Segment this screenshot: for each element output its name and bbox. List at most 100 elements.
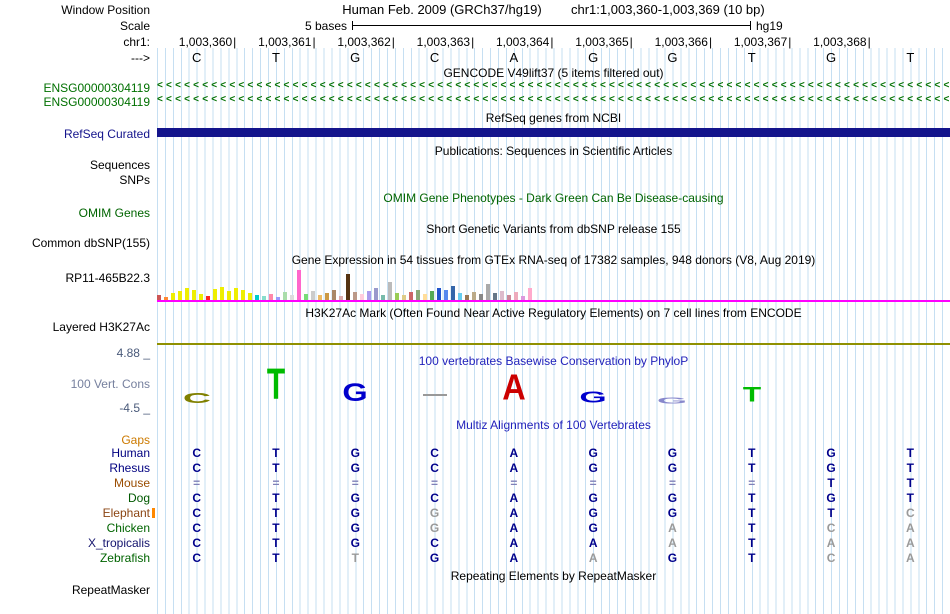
gtex-bar[interactable] — [409, 292, 413, 300]
refseq-gene-bar[interactable] — [157, 128, 950, 137]
gtex-bar[interactable] — [521, 296, 525, 300]
alignment-base: A — [509, 446, 519, 460]
position-label: 1,003,364| — [495, 35, 554, 49]
gtex-bar[interactable] — [311, 291, 315, 300]
position-label: 1,003,361| — [258, 35, 316, 49]
gtex-bar[interactable] — [465, 295, 469, 300]
gtex-bar[interactable] — [227, 291, 231, 300]
gtex-bar[interactable] — [367, 291, 371, 300]
species-label[interactable]: Rhesus — [109, 461, 150, 475]
gtex-expression-barchart[interactable] — [157, 266, 537, 300]
species-label[interactable]: Zebrafish — [99, 551, 150, 565]
gtex-bar[interactable] — [234, 288, 238, 300]
gtex-bar[interactable] — [290, 295, 294, 300]
multiz-row-mouse[interactable]: Mouse = = = = = = = = T T — [0, 476, 950, 491]
gtex-bar[interactable] — [213, 289, 217, 300]
gene-direction-arrows[interactable]: <<<<<<<<<<<<<<<<<<<<<<<<<<<<<<<<<<<<<<<<… — [157, 80, 950, 91]
gtex-bar[interactable] — [255, 295, 259, 300]
gtex-bar[interactable] — [220, 287, 224, 300]
gtex-bar[interactable] — [451, 286, 455, 300]
chrom-label: chr1: — [123, 35, 150, 49]
gtex-bar[interactable] — [486, 284, 490, 300]
h3k27ac-label[interactable]: Layered H3K27Ac — [52, 320, 150, 334]
gaps-label[interactable]: Gaps — [121, 433, 150, 447]
gene-label-ensg-1[interactable]: ENSG00000304119 — [43, 81, 150, 95]
h3k27ac-signal-line[interactable] — [157, 343, 950, 345]
gtex-bar[interactable] — [353, 292, 357, 300]
gtex-bar[interactable] — [472, 292, 476, 300]
dbsnp-label[interactable]: Common dbSNP(155) — [31, 236, 150, 250]
gtex-bar[interactable] — [171, 293, 175, 300]
multiz-row-x_tropicalis[interactable]: X_tropicalis C T G C A A A T A A — [0, 536, 950, 551]
gtex-bar[interactable] — [346, 274, 350, 300]
gtex-bar[interactable] — [437, 288, 441, 300]
gtex-bar[interactable] — [297, 270, 301, 300]
gtex-bar[interactable] — [423, 294, 427, 300]
gtex-bar[interactable] — [157, 295, 161, 300]
gtex-bar[interactable] — [381, 295, 385, 300]
gtex-bar[interactable] — [374, 288, 378, 300]
gtex-bar[interactable] — [514, 292, 518, 300]
multiz-row-rhesus[interactable]: Rhesus C T G C A G G T G T — [0, 461, 950, 476]
gtex-bar[interactable] — [458, 293, 462, 300]
gtex-bar[interactable] — [500, 291, 504, 300]
position-label: 1,003,362| — [337, 35, 395, 49]
gtex-bar[interactable] — [269, 294, 273, 300]
sequences-label[interactable]: Sequences — [89, 158, 150, 172]
gtex-bar[interactable] — [332, 290, 336, 300]
gtex-bar[interactable] — [248, 293, 252, 300]
gtex-bar[interactable] — [318, 295, 322, 300]
multiz-row-human[interactable]: Human C T G C A G G T G T — [0, 446, 950, 461]
gtex-bar[interactable] — [388, 282, 392, 300]
gtex-bar[interactable] — [507, 295, 511, 300]
omim-genes-label[interactable]: OMIM Genes — [78, 206, 150, 220]
gtex-bar[interactable] — [276, 297, 280, 300]
gtex-bar[interactable] — [360, 294, 364, 300]
gtex-bar[interactable] — [164, 297, 168, 300]
gtex-bar[interactable] — [185, 288, 189, 300]
gtex-bar[interactable] — [178, 291, 182, 300]
gtex-bar[interactable] — [395, 293, 399, 300]
alignment-base: G — [350, 536, 360, 550]
gene-label-ensg-2[interactable]: ENSG00000304119 — [43, 95, 150, 109]
conservation-track-label[interactable]: 100 Vert. Cons — [70, 377, 150, 391]
gtex-bar[interactable] — [339, 296, 343, 300]
multiz-row-zebrafish[interactable]: Zebrafish C T T G A A G T C A — [0, 551, 950, 566]
gtex-bar[interactable] — [241, 290, 245, 300]
multiz-alignment-grid[interactable]: Human C T G C A G G T G T Rhesus C T G C A G G T G T Mouse = = = =… — [0, 446, 950, 567]
gtex-bar[interactable] — [192, 290, 196, 300]
alignment-base: = — [668, 476, 676, 490]
gtex-bar[interactable] — [304, 294, 308, 300]
multiz-row-chicken[interactable]: Chicken C T G G A G A T C A — [0, 521, 950, 536]
multiz-row-dog[interactable]: Dog C T G C A G G T G T — [0, 491, 950, 506]
gtex-bar[interactable] — [416, 290, 420, 300]
gtex-bar[interactable] — [430, 291, 434, 300]
gene-direction-arrows[interactable]: <<<<<<<<<<<<<<<<<<<<<<<<<<<<<<<<<<<<<<<<… — [157, 94, 950, 105]
gtex-bar[interactable] — [283, 292, 287, 300]
repeatmasker-label[interactable]: RepeatMasker — [71, 583, 150, 597]
gtex-bar[interactable] — [262, 296, 266, 300]
gtex-bar[interactable] — [325, 293, 329, 300]
gtex-bar[interactable] — [528, 288, 532, 300]
species-label[interactable]: Mouse — [113, 476, 150, 490]
base-letter: T — [747, 50, 756, 65]
position-ruler[interactable]: 1,003,360| 1,003,361| 1,003,362| 1,003,363|… — [0, 35, 950, 49]
strand-arrow-label[interactable]: ---> — [131, 51, 150, 65]
species-label[interactable]: Elephant — [102, 506, 150, 520]
refseq-curated-label[interactable]: RefSeq Curated — [63, 127, 150, 141]
species-label[interactable]: Human — [111, 446, 150, 460]
gtex-bar[interactable] — [206, 296, 210, 300]
species-label[interactable]: Chicken — [106, 521, 150, 535]
gtex-bar[interactable] — [402, 295, 406, 300]
species-label[interactable]: Dog — [127, 491, 150, 505]
gtex-bar[interactable] — [199, 294, 203, 300]
gtex-bar[interactable] — [493, 293, 497, 300]
gtex-bar[interactable] — [444, 290, 448, 300]
snps-label[interactable]: SNPs — [119, 173, 150, 187]
gtex-bar[interactable] — [479, 294, 483, 300]
species-label[interactable]: X_tropicalis — [87, 536, 150, 550]
gtex-gene-label[interactable]: RP11-465B22.3 — [65, 271, 150, 285]
multiz-row-elephant[interactable]: Elephant C T G G A G G T T C — [0, 506, 950, 521]
